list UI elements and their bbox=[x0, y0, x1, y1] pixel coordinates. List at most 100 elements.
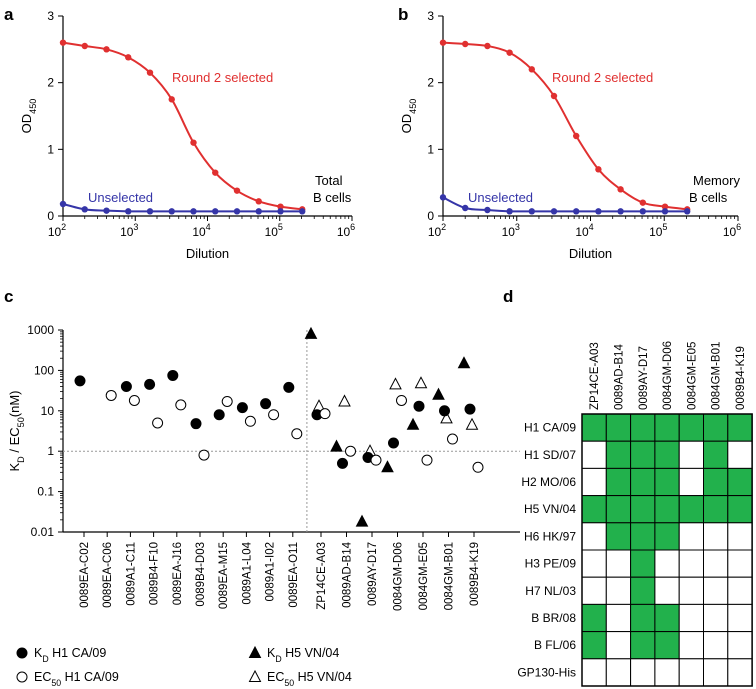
data-point bbox=[291, 428, 303, 440]
heatmap-cell bbox=[630, 549, 656, 578]
heatmap-cell bbox=[605, 440, 632, 469]
heatmap-cell bbox=[703, 467, 729, 497]
heatmap-cell bbox=[654, 440, 680, 469]
data-point bbox=[221, 395, 233, 407]
category-label: 0089B4-K19 bbox=[469, 542, 481, 606]
data-point bbox=[370, 454, 382, 466]
data-point bbox=[432, 387, 445, 400]
heatmap-cell bbox=[605, 413, 632, 442]
heatmap-cell bbox=[630, 522, 656, 551]
y-tick-label: 0 bbox=[47, 209, 54, 223]
heatmap-cell bbox=[678, 576, 705, 605]
data-point bbox=[212, 169, 219, 176]
heatmap-cell bbox=[581, 413, 607, 442]
y-tick-label: 10 bbox=[41, 404, 55, 418]
heatmap-cell bbox=[654, 658, 680, 687]
category-label: 0089B4-D03 bbox=[195, 542, 207, 607]
heatmap-row-label: H1 CA/09 bbox=[524, 421, 576, 435]
heatmap-cell bbox=[703, 658, 729, 687]
heatmap-cell bbox=[727, 440, 753, 469]
legend-label: EC50 H1 CA/09 bbox=[34, 670, 119, 688]
data-point bbox=[268, 409, 280, 421]
heatmap-cell bbox=[630, 495, 656, 524]
heatmap-cell bbox=[703, 440, 729, 469]
data-point bbox=[573, 208, 580, 215]
category-label: 0089AD-B14 bbox=[342, 541, 354, 607]
y-tick-label: 100 bbox=[34, 363, 54, 377]
x-tick-label: 106 bbox=[723, 222, 741, 239]
heatmap-column-label: 0089B4-K19 bbox=[735, 346, 747, 410]
heatmap-column-label: 0089AD-B14 bbox=[613, 344, 625, 410]
series-line bbox=[62, 203, 303, 213]
heatmap-border bbox=[581, 413, 753, 687]
data-point bbox=[550, 92, 558, 100]
heatmap-row-label: H6 HK/97 bbox=[524, 529, 576, 543]
heatmap-cell bbox=[678, 440, 705, 469]
heatmap-cell bbox=[703, 549, 729, 578]
heatmap-row-label: B BR/08 bbox=[531, 611, 576, 625]
series-label-unselected: Unselected bbox=[468, 190, 533, 205]
heatmap-row-label: H3 PE/09 bbox=[525, 557, 577, 571]
heatmap-cell bbox=[703, 413, 729, 442]
heatmap-cell bbox=[630, 440, 656, 469]
data-point bbox=[103, 46, 110, 53]
heatmap-cell bbox=[654, 576, 680, 605]
x-tick-label: 105 bbox=[649, 222, 667, 239]
heatmap-cell bbox=[703, 576, 729, 605]
heatmap-cell bbox=[678, 467, 705, 497]
data-point bbox=[439, 39, 447, 46]
heatmap-cell bbox=[605, 631, 632, 660]
category-label: 0089A1-L04 bbox=[241, 541, 253, 604]
legend-marker bbox=[16, 671, 28, 683]
series-line bbox=[442, 41, 688, 211]
panel-a-chart: 0 1 2 3 102 103 104 105 106 Dilution OD450 Round 2 … bbox=[19, 9, 355, 261]
heatmap-cell bbox=[727, 522, 753, 551]
data-point bbox=[144, 378, 156, 390]
data-point bbox=[396, 394, 407, 406]
legend-marker bbox=[16, 647, 28, 659]
heatmap-cell bbox=[678, 603, 705, 633]
panel-letter-a: a bbox=[4, 5, 14, 24]
data-point bbox=[260, 398, 272, 410]
heatmap-cell bbox=[630, 658, 656, 687]
data-point bbox=[406, 417, 420, 430]
data-point bbox=[233, 187, 241, 194]
heatmap-cell bbox=[703, 603, 729, 633]
data-point bbox=[439, 194, 447, 201]
heatmap-cell bbox=[581, 440, 607, 469]
y-axis-label: OD450 bbox=[399, 99, 418, 134]
data-point bbox=[472, 461, 484, 473]
y-axis-label: OD450 bbox=[19, 99, 38, 134]
heatmap-cell bbox=[581, 631, 607, 660]
legend-label: EC50 H5 VN/04 bbox=[267, 670, 352, 688]
y-tick-label: 1 bbox=[47, 444, 54, 458]
annotation-line1: Memory bbox=[693, 173, 740, 188]
data-point bbox=[457, 356, 471, 369]
heatmap-column-label: ZP14CE-A03 bbox=[589, 342, 601, 410]
data-point bbox=[661, 203, 669, 210]
data-point bbox=[81, 206, 88, 213]
data-point bbox=[617, 186, 624, 193]
heatmap-cell bbox=[678, 549, 705, 578]
data-point bbox=[277, 203, 284, 210]
heatmap-cell bbox=[654, 413, 680, 442]
category-label: 0089A1-C11 bbox=[125, 542, 137, 606]
data-point bbox=[639, 199, 647, 206]
heatmap-row-label: H2 MO/06 bbox=[521, 475, 576, 489]
legend-marker bbox=[248, 645, 262, 658]
heatmap-column-label: 0084GM-B01 bbox=[711, 342, 723, 410]
heatmap-cell bbox=[678, 413, 705, 442]
heatmap-cell bbox=[654, 603, 680, 633]
data-point bbox=[484, 206, 491, 214]
y-tick-label: 3 bbox=[47, 9, 54, 23]
heatmap-cell bbox=[654, 495, 680, 524]
data-point bbox=[440, 411, 453, 424]
data-point bbox=[105, 389, 117, 401]
heatmap-row-label: GP130-His bbox=[517, 665, 576, 679]
category-label: 0084GM-E05 bbox=[418, 542, 430, 610]
data-point bbox=[462, 204, 469, 212]
y-tick-label: 0 bbox=[427, 209, 434, 223]
heatmap-cell bbox=[727, 467, 753, 497]
data-point bbox=[661, 208, 669, 215]
